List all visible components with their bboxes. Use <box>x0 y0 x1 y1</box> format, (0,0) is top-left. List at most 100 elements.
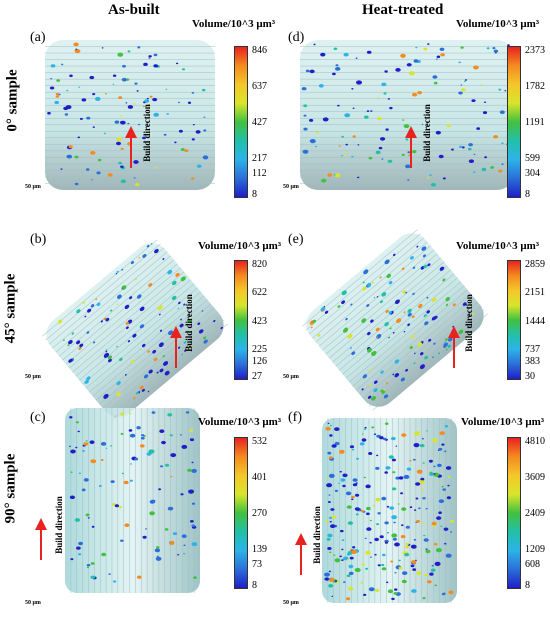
pore <box>360 581 364 584</box>
pore <box>148 283 153 287</box>
colorbar <box>507 46 521 198</box>
pore <box>158 488 162 491</box>
pore <box>321 178 327 183</box>
pore <box>91 179 93 181</box>
pore <box>381 496 387 501</box>
pore <box>145 528 147 530</box>
pore <box>462 302 467 306</box>
pore <box>167 269 173 275</box>
pore <box>391 515 397 520</box>
pore <box>405 138 409 141</box>
colorbar-tick-label: 532 <box>252 436 267 447</box>
pore <box>346 559 350 561</box>
pore <box>429 471 433 474</box>
pore <box>445 466 452 470</box>
pore <box>220 326 223 330</box>
pore <box>429 174 432 176</box>
layer-line <box>359 297 475 395</box>
pore <box>435 58 438 60</box>
pore <box>118 161 122 165</box>
pore <box>87 517 90 519</box>
pore <box>423 538 429 542</box>
pore <box>345 143 349 146</box>
pore <box>448 590 454 595</box>
pore <box>339 470 342 473</box>
pore <box>70 449 76 454</box>
pore <box>201 88 206 92</box>
pore <box>356 457 359 460</box>
pore <box>391 458 396 462</box>
pore <box>120 539 124 542</box>
pore <box>55 95 60 98</box>
layer-line <box>352 289 468 387</box>
pore <box>74 182 79 186</box>
colorbar-tick-label: 73 <box>252 559 262 570</box>
pore <box>422 597 426 600</box>
colorbar-tick-label: 27 <box>252 371 262 382</box>
layer-line <box>312 241 428 339</box>
pore <box>490 166 495 169</box>
pore <box>361 563 365 566</box>
pore <box>100 320 104 323</box>
pore <box>84 379 89 384</box>
build-direction-label: Build direction <box>183 294 194 352</box>
pore <box>397 503 400 505</box>
pore <box>329 434 333 437</box>
pore <box>409 345 413 349</box>
pore <box>129 479 133 482</box>
pore <box>123 480 129 485</box>
pore <box>180 493 184 496</box>
pore <box>392 253 396 257</box>
pore <box>134 457 139 461</box>
pore <box>159 429 165 434</box>
pore <box>158 342 164 348</box>
pore <box>74 518 81 522</box>
pore <box>118 506 122 509</box>
pore <box>368 587 375 592</box>
pore <box>116 345 118 348</box>
pore <box>177 554 180 556</box>
pore <box>148 449 155 454</box>
pore <box>116 141 121 146</box>
pore <box>105 317 110 322</box>
pore <box>137 46 141 49</box>
pore <box>383 92 387 95</box>
pore <box>328 456 333 459</box>
colorbar-tick-label: 1782 <box>525 81 545 92</box>
pore <box>136 294 142 299</box>
pore <box>339 555 343 558</box>
pore <box>412 266 416 269</box>
pore <box>171 280 177 286</box>
pore <box>426 310 430 314</box>
pore <box>154 248 159 254</box>
panel-letter: (e) <box>288 232 304 247</box>
pore <box>344 113 351 118</box>
pore <box>50 64 56 68</box>
pore <box>105 349 108 352</box>
pore <box>446 124 451 128</box>
pore <box>341 155 343 157</box>
pore <box>493 135 499 139</box>
pore <box>414 352 416 355</box>
column-title-heat-treated: Heat-treated <box>362 2 444 18</box>
pore <box>431 316 437 321</box>
pore <box>389 327 392 330</box>
pore <box>340 478 346 482</box>
pore <box>430 183 437 187</box>
pore <box>78 86 81 88</box>
pore <box>427 263 431 267</box>
pore <box>165 88 168 90</box>
pore <box>97 158 102 162</box>
pore <box>422 497 426 500</box>
colorbar-tick-label: 1209 <box>525 544 545 555</box>
pore <box>384 521 389 525</box>
pore <box>185 411 190 414</box>
pore <box>343 52 349 57</box>
pore <box>388 310 393 315</box>
pore <box>168 540 175 545</box>
pore <box>383 394 389 399</box>
pore <box>480 84 483 86</box>
pore <box>301 87 307 91</box>
pore <box>331 595 334 598</box>
